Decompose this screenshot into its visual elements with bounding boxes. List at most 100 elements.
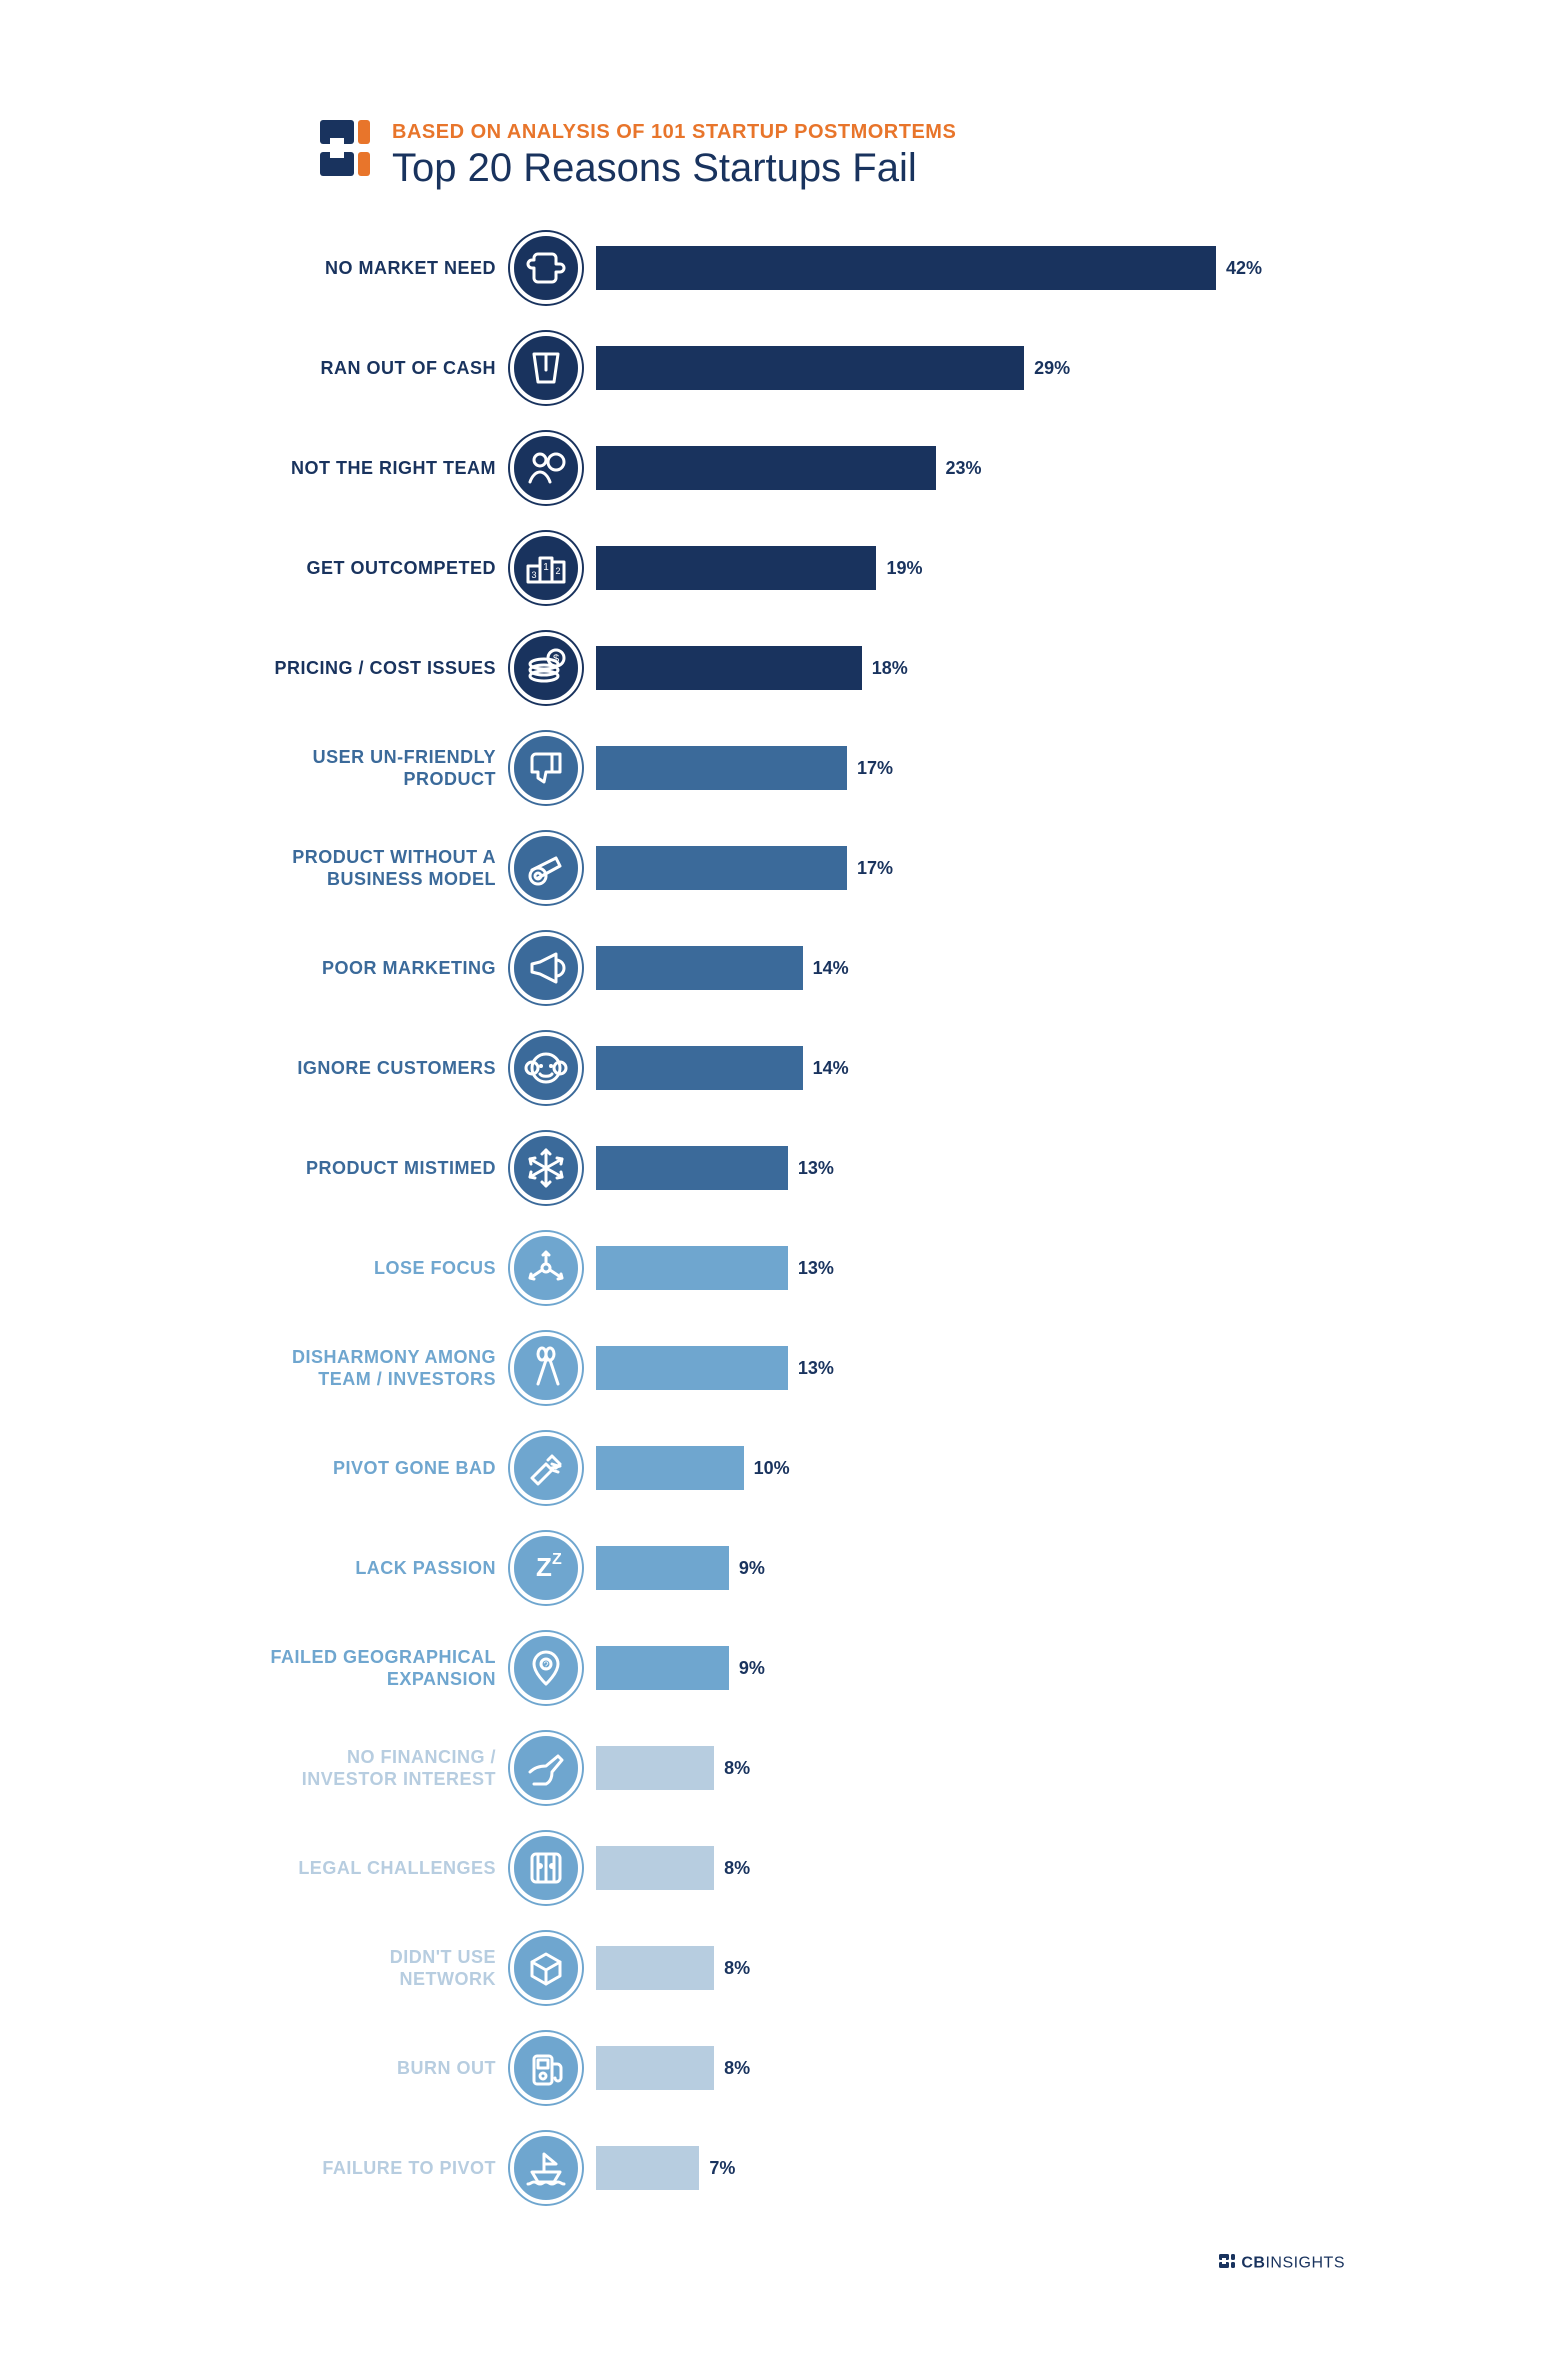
svg-text:2: 2 [555,566,560,576]
bar-value: 13% [798,1258,834,1279]
bar-row: FAILURE TO PIVOT 7% [200,2132,1345,2204]
bar-row: PRODUCT MISTIMED 13% [200,1132,1345,1204]
bar-row: DIDN'T USENETWORK 8% [200,1932,1345,2004]
monkey-icon [510,1032,582,1104]
bar-fill [596,446,936,490]
bar-value: 7% [709,2158,735,2179]
bar-row: BURN OUT 8% [200,2032,1345,2104]
oars-icon [510,1332,582,1404]
bar-value: 13% [798,1158,834,1179]
bar-label: POOR MARKETING [200,957,510,980]
bar-row: LACK PASSIONZZ9% [200,1532,1345,1604]
bar-value: 17% [857,858,893,879]
broken-pencil-icon [510,1432,582,1504]
megaphone-icon [510,932,582,1004]
zzz-icon: ZZ [510,1532,582,1604]
bar-row: RAN OUT OF CASH 29% [200,332,1345,404]
bar-label: LOSE FOCUS [200,1257,510,1280]
pin-icon: ? [510,1632,582,1704]
bar-row: POOR MARKETING 14% [200,932,1345,1004]
bar-value: 14% [813,1058,849,1079]
bar-fill [596,246,1216,290]
scatter-icon [510,1232,582,1304]
bar-value: 18% [872,658,908,679]
bar-value: 23% [946,458,982,479]
bar-value: 19% [886,558,922,579]
bar-label: PRICING / COST ISSUES [200,657,510,680]
bar-value: 29% [1034,358,1070,379]
bar-fill [596,546,876,590]
bar-value: 8% [724,1758,750,1779]
svg-text:$: $ [553,653,559,665]
snowflake-icon [510,1132,582,1204]
ship-icon [510,2132,582,2204]
svg-text:Z: Z [536,1552,552,1582]
bar-fill [596,1046,803,1090]
bar-fill [596,846,847,890]
bar-value: 17% [857,758,893,779]
bar-row: NO MARKET NEED 42% [200,232,1345,304]
bar-label: DISHARMONY AMONGTEAM / INVESTORS [200,1346,510,1391]
thumbs-down-icon [510,732,582,804]
footer-brand-suffix: INSIGHTS [1265,2255,1345,2272]
bar-value: 9% [739,1658,765,1679]
bar-label: PRODUCT WITHOUT ABUSINESS MODEL [200,846,510,891]
bar-fill [596,746,847,790]
bar-label: PRODUCT MISTIMED [200,1157,510,1180]
bar-fill [596,1946,714,1990]
bar-fill [596,1546,729,1590]
hand-icon [510,1732,582,1804]
svg-text:Z: Z [552,1551,562,1568]
bar-fill [596,1346,788,1390]
bar-label: GET OUTCOMPETED [200,557,510,580]
bar-label: BURN OUT [200,2057,510,2080]
bar-row: PIVOT GONE BAD 10% [200,1432,1345,1504]
bar-fill [596,1646,729,1690]
podium-icon: 132 [510,532,582,604]
bar-fill [596,646,862,690]
bar-label: NO MARKET NEED [200,257,510,280]
footer-brand-prefix: CB [1241,2255,1265,2272]
bar-label: DIDN'T USENETWORK [200,1946,510,1991]
bar-label: LEGAL CHALLENGES [200,1857,510,1880]
box-icon [510,1932,582,2004]
bar-fill [596,946,803,990]
bar-value: 13% [798,1358,834,1379]
bar-value: 9% [739,1558,765,1579]
brand-logo [320,120,380,181]
bar-fill [596,1846,714,1890]
bar-row: USER UN-FRIENDLYPRODUCT17% [200,732,1345,804]
bar-value: 8% [724,1858,750,1879]
bar-value: 42% [1226,258,1262,279]
bar-value: 8% [724,2058,750,2079]
bar-label: NOT THE RIGHT TEAM [200,457,510,480]
bar-fill [596,1746,714,1790]
coins-icon: $ [510,632,582,704]
bar-fill [596,1246,788,1290]
bar-row: IGNORE CUSTOMERS 14% [200,1032,1345,1104]
cannon-icon [510,832,582,904]
svg-text:?: ? [543,1660,548,1670]
puzzle-icon [510,232,582,304]
footer-brand: CBINSIGHTS [200,2254,1345,2273]
bar-fill [596,2046,714,2090]
bar-label: FAILURE TO PIVOT [200,2157,510,2180]
bar-row: LEGAL CHALLENGES 8% [200,1832,1345,1904]
bar-row: NO FINANCING /INVESTOR INTEREST 8% [200,1732,1345,1804]
bar-value: 14% [813,958,849,979]
bar-label: NO FINANCING /INVESTOR INTEREST [200,1746,510,1791]
bar-label: IGNORE CUSTOMERS [200,1057,510,1080]
bar-value: 10% [754,1458,790,1479]
bar-label: RAN OUT OF CASH [200,357,510,380]
bar-label: LACK PASSION [200,1557,510,1580]
bar-row: LOSE FOCUS 13% [200,1232,1345,1304]
bar-label: PIVOT GONE BAD [200,1457,510,1480]
bar-row: PRICING / COST ISSUES $18% [200,632,1345,704]
bar-fill [596,1446,744,1490]
bar-fill [596,346,1024,390]
bar-value: 8% [724,1958,750,1979]
bar-label: FAILED GEOGRAPHICALEXPANSION [200,1646,510,1691]
pocket-icon [510,332,582,404]
team-icon [510,432,582,504]
bar-row: FAILED GEOGRAPHICALEXPANSION? 9% [200,1632,1345,1704]
